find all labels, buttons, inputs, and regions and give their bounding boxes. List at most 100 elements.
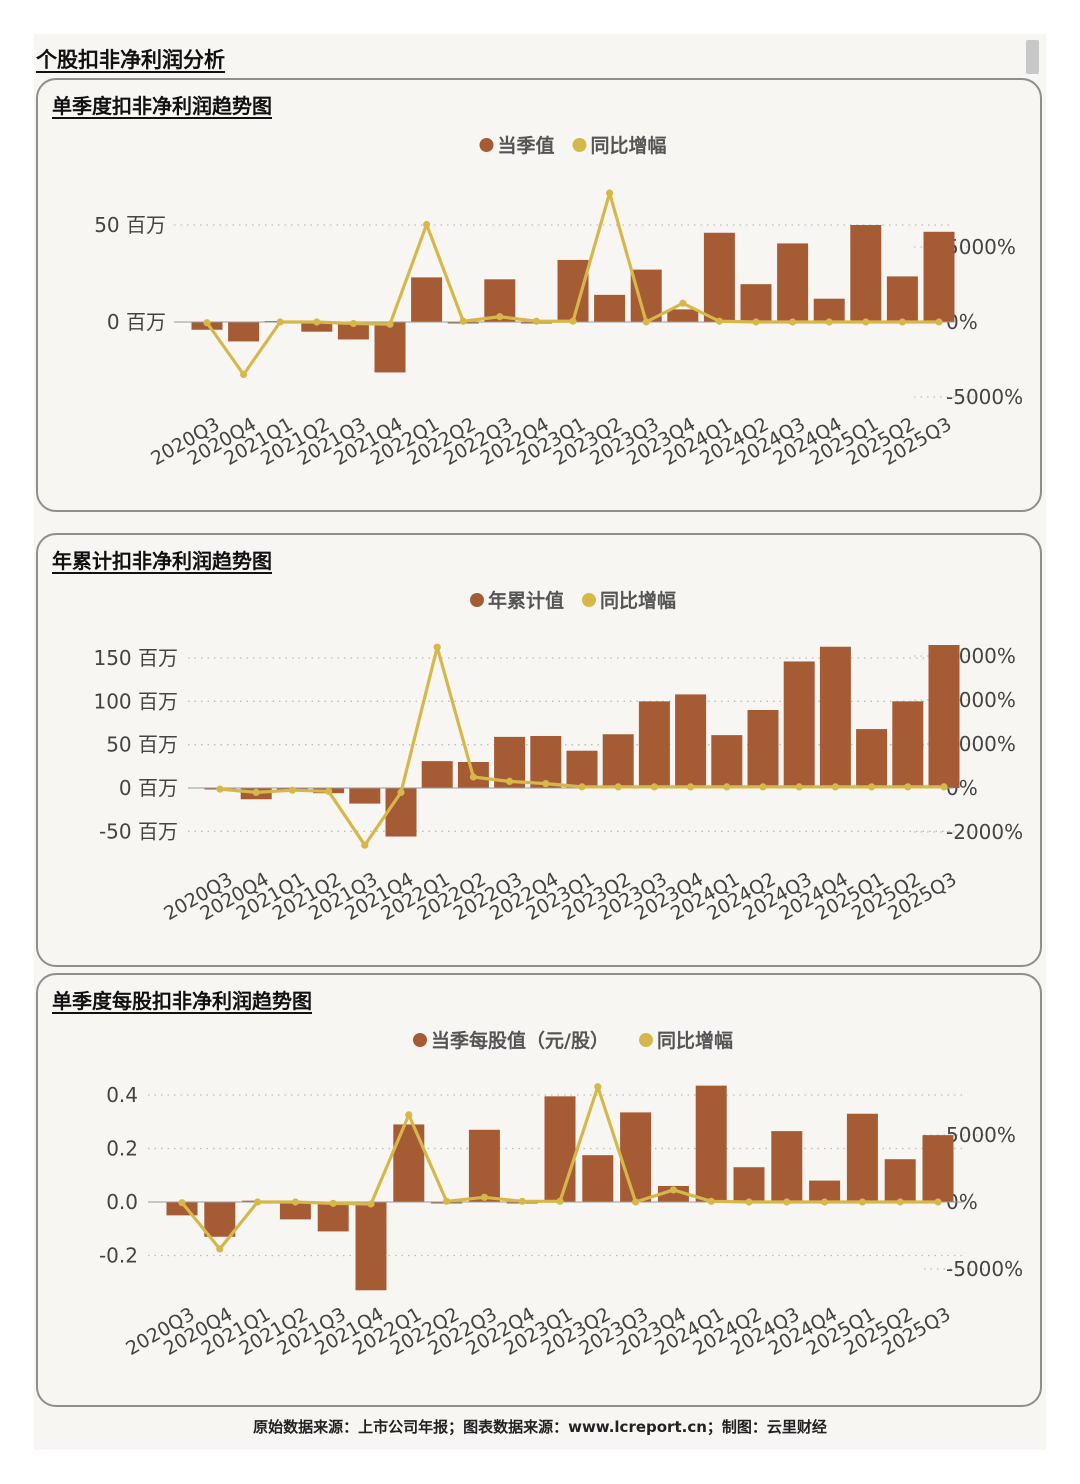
growth-point [329,1199,337,1207]
data-source-footer: 原始数据来源：上市公司年报；图表数据来源：www.lcreport.cn；制图：… [253,1418,827,1436]
bar [922,1135,954,1202]
chart-panel-cumulative-profit: 年累计扣非净利润趋势图 年累计值 同比增幅 -50 百万 0 百万 50 百万 100 百… [36,533,1042,967]
growth-point [349,319,357,328]
bar [747,710,779,788]
y-right-tick-label: 5000% [946,1123,1016,1147]
growth-point [325,787,333,795]
bar [349,788,381,804]
legend-label-line: 同比增幅 [657,1029,733,1052]
growth-point [935,318,943,326]
y-left-tick-label: 150 百万 [93,646,178,670]
bar [783,661,815,788]
bar [856,729,888,788]
chart-panel-quarterly-profit: 单季度扣非净利润趋势图 当季值 同比增幅 0 百万 50 百万 -5000% 0% 5000… [36,78,1042,512]
bar [711,735,743,788]
growth-point [443,1197,451,1205]
y-left-tick-label: 50 百万 [94,213,166,237]
growth-point [518,1197,526,1205]
growth-point [687,783,695,791]
growth-point [594,1083,602,1091]
bar [850,225,882,322]
growth-point [252,788,260,796]
growth-point [405,1111,413,1119]
growth-point [896,1198,904,1206]
growth-point [795,783,803,791]
growth-point [940,783,948,791]
growth-point [367,1200,375,1208]
legend-bar-swatch [470,593,484,607]
growth-point [752,318,760,326]
bar [846,1113,878,1202]
growth-point [707,1197,715,1205]
bar [667,309,699,322]
growth-point [178,1199,186,1207]
bar [813,298,845,322]
bar [884,1159,916,1202]
growth-point [783,1198,791,1206]
bar [468,1129,500,1202]
bar [695,1085,727,1202]
growth-point [542,780,550,788]
legend-label-bars: 当季每股值（元/股） [431,1029,609,1052]
growth-point [821,1198,829,1206]
bar [557,259,589,322]
growth-point [679,299,687,307]
bar [703,232,735,322]
y-left-tick-label: 0.4 [106,1083,138,1107]
bar [566,750,598,788]
legend-bar-swatch [413,1033,427,1047]
chart-title: 单季度扣非净利润趋势图 [52,94,272,118]
legend-label-bars: 年累计值 [488,589,564,612]
y-left-tick-label: 100 百万 [93,689,178,713]
growth-point [203,319,211,327]
scrollbar-thumb[interactable] [1026,40,1039,74]
growth-point [361,841,369,849]
bar [279,1202,311,1220]
growth-point [506,777,514,785]
growth-point [868,783,876,791]
eps-chart: 当季每股值（元/股） 同比增幅-0.20.00.20.4-5000%0%5000%… [99,1029,1023,1360]
y-left-tick-label: -0.2 [99,1244,138,1268]
legend-label-line: 同比增幅 [600,589,676,612]
growth-point [459,317,467,325]
bar [809,1180,841,1202]
bar [886,276,918,322]
growth-point [469,773,477,781]
growth-point [606,189,614,197]
bar [620,1112,652,1202]
growth-point [254,1198,262,1206]
bar [923,231,955,322]
growth-point [556,1197,564,1205]
growth-point [532,317,540,325]
growth-point [240,370,248,379]
y-left-tick-label: 0.2 [106,1137,138,1161]
growth-point [578,783,586,791]
y-left-tick-label: -50 百万 [99,819,178,843]
bar [204,1202,236,1237]
bar [544,1096,576,1202]
growth-point [276,318,284,326]
bar [777,243,809,322]
growth-point [831,783,840,791]
y-right-tick-label: -5000% [946,385,1023,409]
growth-point [934,1198,942,1206]
y-left-tick-label: 0 百万 [107,310,166,334]
legend-bar-swatch [479,138,494,152]
growth-point [632,1198,640,1206]
growth-point [789,318,797,326]
bar [819,646,851,788]
legend-label-bars: 当季值 [498,134,555,157]
growth-point [642,318,650,326]
growth-point [715,317,724,325]
growth-point [862,318,870,326]
growth-point [313,318,321,326]
growth-point [904,783,912,791]
growth-point [480,1193,488,1201]
chart-panel-eps: 单季度每股扣非净利润趋势图 当季每股值（元/股） 同比增幅 -0.2 0.0 0.2 0.… [36,973,1042,1407]
bar [740,284,772,322]
legend-line-swatch [639,1033,653,1047]
growth-point [669,1186,678,1194]
bar [594,294,626,322]
y-right-tick-label: 5000% [946,235,1016,259]
